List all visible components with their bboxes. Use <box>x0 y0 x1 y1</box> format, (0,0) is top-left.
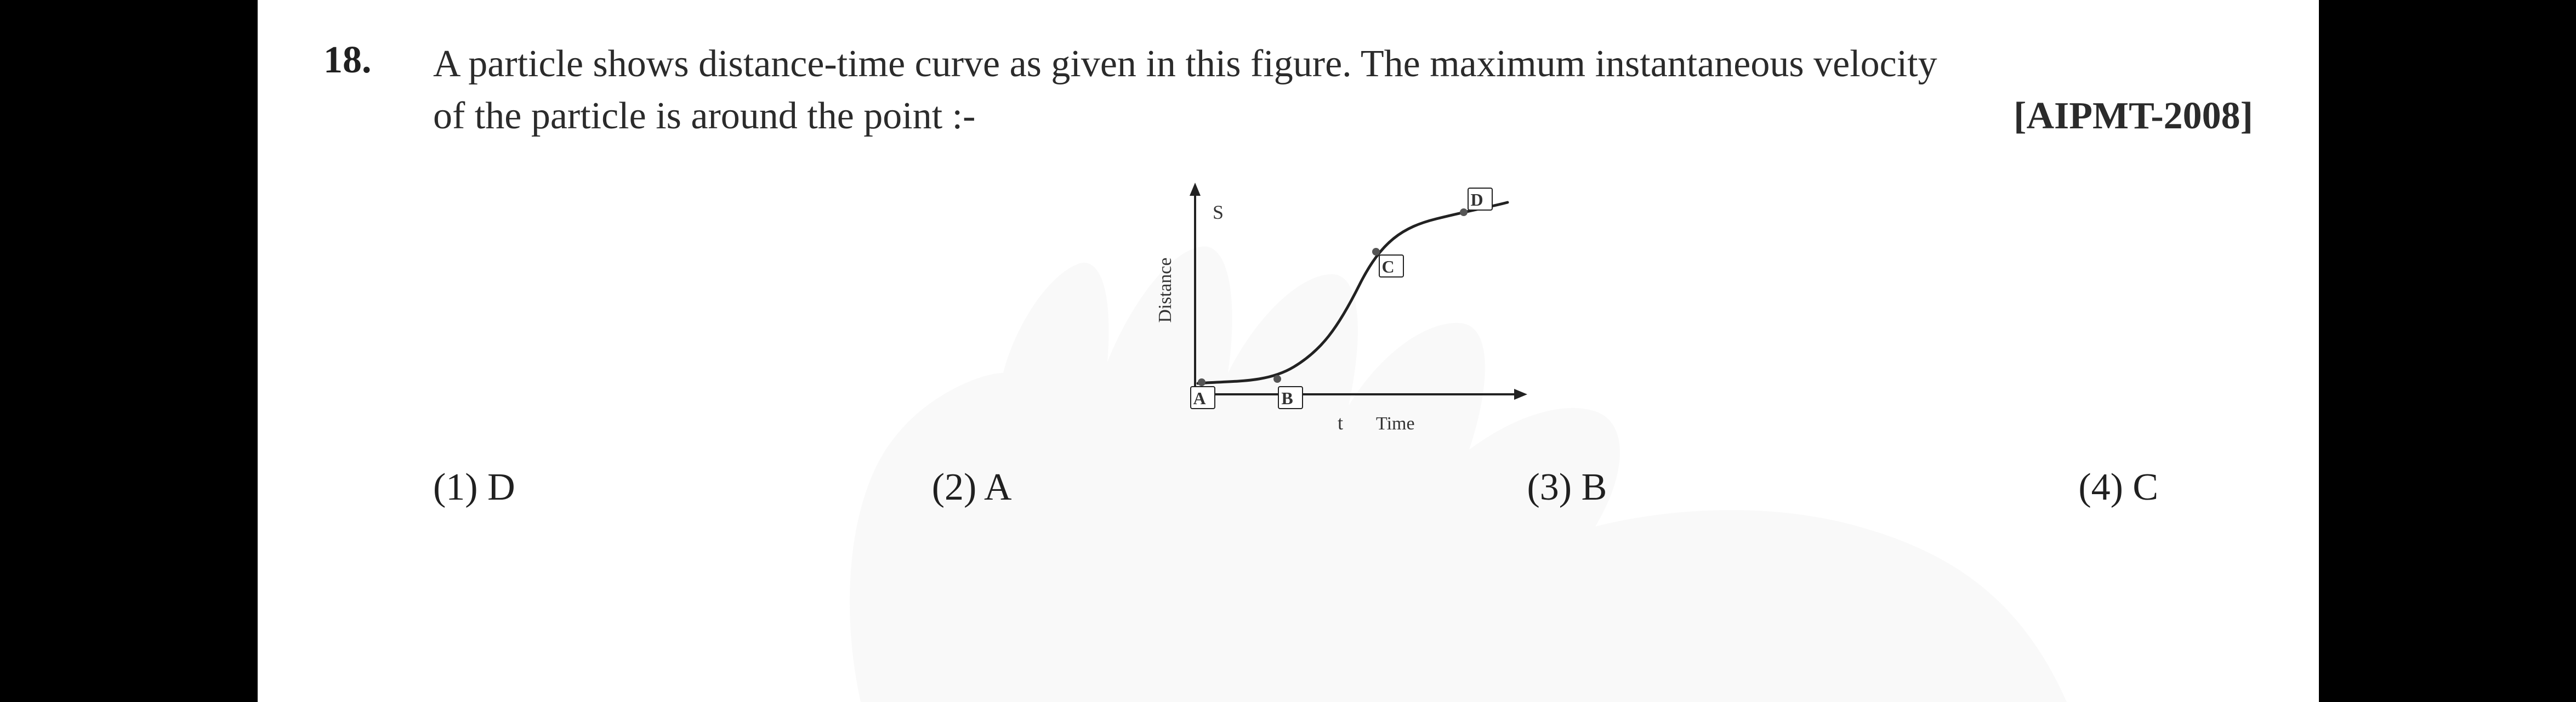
question-text-line2: of the particle is around the point :- <box>433 90 975 143</box>
svg-text:t: t <box>1338 412 1343 434</box>
svg-text:C: C <box>1381 257 1394 276</box>
exam-tag: [AIPMT-2008] <box>2014 90 2253 143</box>
page: 18. A particle shows distance-time curve… <box>258 0 2319 702</box>
distance-time-graph: Distance S Time t A B C D <box>1140 164 1546 449</box>
option-1: (1) D <box>433 466 515 509</box>
option-2: (2) A <box>932 466 1012 509</box>
option-3: (3) B <box>1527 466 1607 509</box>
svg-text:D: D <box>1470 190 1483 210</box>
svg-text:Distance: Distance <box>1155 258 1175 323</box>
option-4: (4) C <box>2078 466 2158 509</box>
question-text-line1: A particle shows distance-time curve as … <box>433 38 2253 90</box>
svg-text:B: B <box>1281 388 1293 408</box>
question-number: 18. <box>323 38 433 82</box>
question-block: 18. A particle shows distance-time curve… <box>323 38 2253 509</box>
svg-text:S: S <box>1213 201 1224 223</box>
options-row: (1) D (2) A (3) B (4) C <box>433 466 2253 509</box>
svg-text:Time: Time <box>1376 414 1415 434</box>
svg-text:A: A <box>1193 388 1205 408</box>
